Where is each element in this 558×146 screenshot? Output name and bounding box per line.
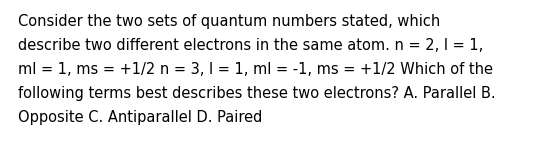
Text: Consider the two sets of quantum numbers stated, which: Consider the two sets of quantum numbers… — [18, 14, 440, 29]
Text: describe two different electrons in the same atom. n = 2, l = 1,: describe two different electrons in the … — [18, 38, 483, 53]
Text: Opposite C. Antiparallel D. Paired: Opposite C. Antiparallel D. Paired — [18, 110, 262, 125]
Text: ml = 1, ms = +1/2 n = 3, l = 1, ml = -1, ms = +1/2 Which of the: ml = 1, ms = +1/2 n = 3, l = 1, ml = -1,… — [18, 62, 493, 77]
Text: following terms best describes these two electrons? A. Parallel B.: following terms best describes these two… — [18, 86, 496, 101]
